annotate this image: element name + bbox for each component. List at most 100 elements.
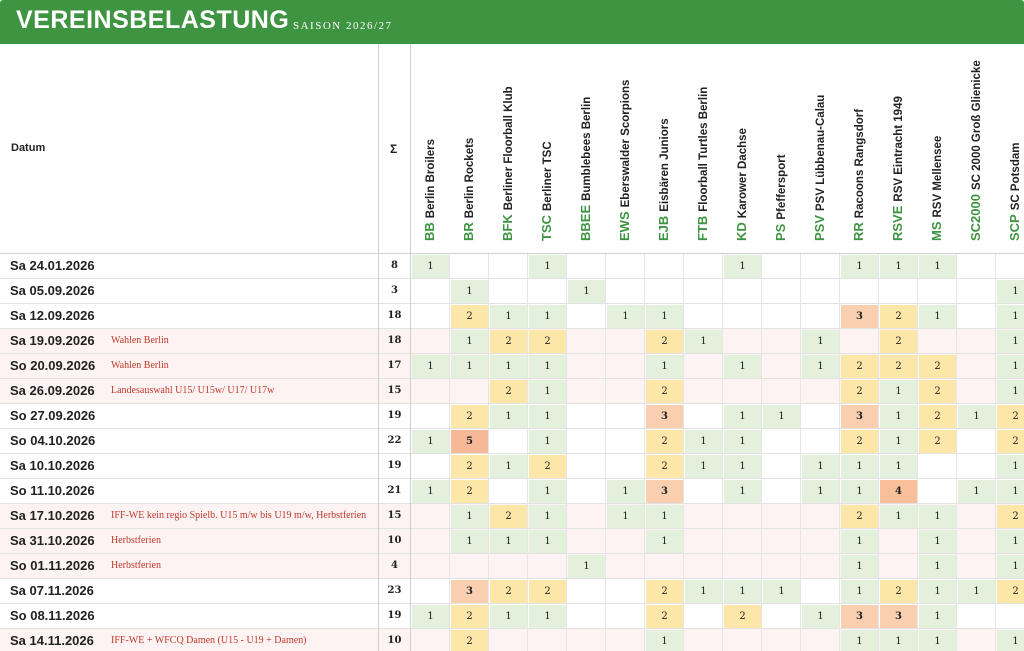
load-cell <box>802 405 839 428</box>
load-cell: 1 <box>451 355 488 378</box>
load-cell <box>958 330 995 353</box>
row-date: Sa 31.10.2026 <box>10 533 95 548</box>
load-cell <box>763 255 800 278</box>
load-cell: 1 <box>841 455 878 478</box>
load-cell: 1 <box>919 305 956 328</box>
club-abbreviation: EWS <box>617 211 632 241</box>
club-name: RSV Mellensee <box>932 135 944 218</box>
load-cell: 2 <box>451 630 488 651</box>
load-cell: 1 <box>685 430 722 453</box>
load-cell: 1 <box>880 405 917 428</box>
load-cell: 1 <box>529 405 566 428</box>
date-column-header: Datum <box>11 142 46 154</box>
club-name: Pfeffersport <box>776 154 788 220</box>
load-cell <box>685 480 722 503</box>
load-cell: 1 <box>451 280 488 303</box>
load-cell <box>529 280 566 303</box>
column-divider <box>449 254 450 651</box>
club-abbreviation: BR <box>461 222 476 241</box>
load-cell: 2 <box>451 455 488 478</box>
row-sum: 15 <box>387 385 402 396</box>
load-cell: 2 <box>841 430 878 453</box>
load-cell: 1 <box>529 430 566 453</box>
load-cell: 1 <box>880 630 917 651</box>
row-divider <box>0 328 1024 329</box>
load-cell: 1 <box>958 405 995 428</box>
club-name: Bumblebees Berlin <box>581 96 593 201</box>
load-cell <box>607 580 644 603</box>
load-cell: 2 <box>490 580 527 603</box>
load-cell: 2 <box>880 580 917 603</box>
row-note: IFF-WE + WFCQ Damen (U15 - U19 + Damen) <box>111 635 307 646</box>
load-cell: 3 <box>451 580 488 603</box>
load-cell: 1 <box>724 405 761 428</box>
row-date: So 01.11.2026 <box>10 558 95 573</box>
load-cell <box>568 430 605 453</box>
load-cell <box>685 405 722 428</box>
load-cell: 1 <box>451 330 488 353</box>
load-cell <box>763 430 800 453</box>
load-cell: 1 <box>646 305 683 328</box>
load-cell <box>412 405 449 428</box>
load-cell <box>958 455 995 478</box>
load-cell <box>568 355 605 378</box>
row-divider <box>0 353 1024 354</box>
load-cell <box>568 630 605 651</box>
load-cell: 1 <box>841 530 878 553</box>
load-cell <box>412 330 449 353</box>
row-divider <box>0 578 1024 579</box>
load-cell: 1 <box>997 555 1024 578</box>
load-cell <box>412 580 449 603</box>
load-cell <box>412 280 449 303</box>
column-divider <box>917 254 918 651</box>
load-cell: 2 <box>841 355 878 378</box>
row-divider <box>0 528 1024 529</box>
load-cell: 1 <box>490 405 527 428</box>
load-cell: 1 <box>880 505 917 528</box>
load-cell: 2 <box>841 505 878 528</box>
column-divider <box>839 254 840 651</box>
club-column-header: FTB Floorball Turtles Berlin <box>693 44 713 241</box>
load-cell <box>685 605 722 628</box>
load-cell: 2 <box>451 480 488 503</box>
load-cell: 1 <box>412 355 449 378</box>
load-cell: 2 <box>919 355 956 378</box>
load-cell: 2 <box>646 380 683 403</box>
load-cell <box>607 405 644 428</box>
load-cell <box>763 555 800 578</box>
load-cell: 3 <box>646 405 683 428</box>
load-cell <box>451 380 488 403</box>
load-cell <box>412 630 449 651</box>
club-column-header: RSVE RSV Eintracht 1949 <box>888 44 908 241</box>
load-cell: 1 <box>412 255 449 278</box>
load-cell <box>802 280 839 303</box>
load-cell: 1 <box>997 630 1024 651</box>
row-divider <box>0 428 1024 429</box>
row-note: Herbstferien <box>111 535 161 546</box>
load-cell: 1 <box>763 580 800 603</box>
club-column-header: BR Berlin Rockets <box>459 44 479 241</box>
club-name: Berlin Broilers <box>425 138 437 219</box>
load-cell: 1 <box>568 555 605 578</box>
load-cell <box>724 505 761 528</box>
club-name: Floorball Turtles Berlin <box>698 86 710 212</box>
load-cell: 2 <box>919 430 956 453</box>
row-sum: 3 <box>391 285 398 296</box>
row-sum: 17 <box>387 360 402 371</box>
row-divider <box>0 303 1024 304</box>
load-cell <box>568 255 605 278</box>
load-cell: 1 <box>919 630 956 651</box>
row-divider <box>0 628 1024 629</box>
season-label: SAISON 2026/27 <box>293 20 393 32</box>
load-cell <box>958 605 995 628</box>
load-cell <box>607 355 644 378</box>
club-abbreviation: PSV <box>812 214 827 241</box>
load-cell: 2 <box>919 380 956 403</box>
load-cell: 1 <box>841 255 878 278</box>
load-cell <box>802 630 839 651</box>
load-cell <box>646 555 683 578</box>
load-cell <box>607 555 644 578</box>
load-cell: 2 <box>451 405 488 428</box>
load-cell: 1 <box>529 255 566 278</box>
load-cell <box>763 305 800 328</box>
